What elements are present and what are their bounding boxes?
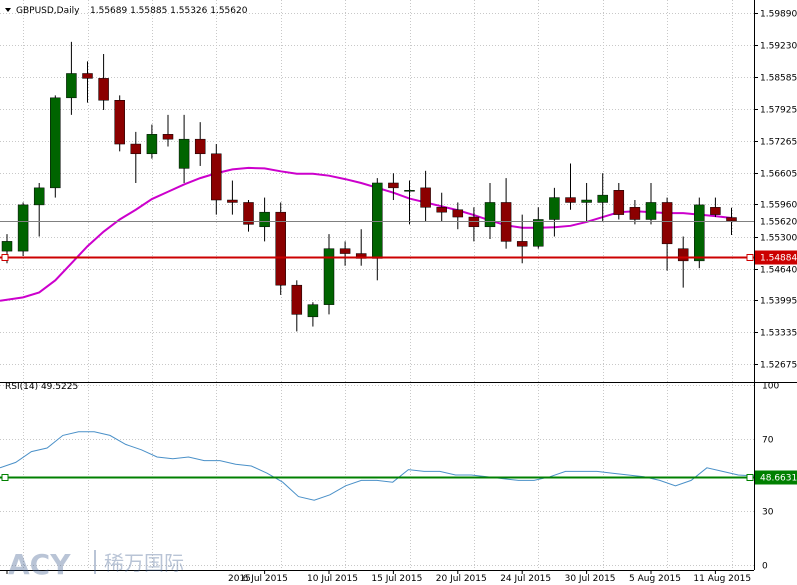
grid bbox=[0, 0, 754, 570]
rsi-level-marker bbox=[755, 470, 797, 485]
candle-body bbox=[33, 187, 45, 206]
level-price-label: 1.54884 bbox=[760, 254, 797, 264]
candle-body bbox=[50, 97, 61, 189]
candle-body bbox=[484, 202, 496, 228]
rsi-tick-label: 30 bbox=[762, 508, 774, 518]
candle-body bbox=[82, 73, 93, 79]
candle-body bbox=[307, 304, 319, 318]
symbol-label: GBPUSD,Daily bbox=[16, 6, 80, 16]
price-tick-label: 1.54640 bbox=[760, 266, 797, 276]
candle-body bbox=[194, 138, 206, 155]
time-tick-label: 10 Jul 2015 bbox=[307, 574, 358, 584]
candle-body bbox=[114, 100, 125, 145]
candle-body bbox=[565, 197, 576, 203]
price-tick-label: 1.55960 bbox=[760, 201, 797, 211]
logo-text: ACY bbox=[8, 548, 71, 581]
candle-body bbox=[613, 190, 625, 215]
candle-body bbox=[452, 209, 464, 218]
acy-logo: ACY 稀万国际 bbox=[8, 548, 184, 581]
line-handle-left bbox=[1, 254, 9, 261]
time-tick-label: 15 Jul 2015 bbox=[371, 574, 422, 584]
price-tick-label: 1.55300 bbox=[760, 234, 797, 244]
candle-body bbox=[291, 284, 303, 315]
price-tick-label: 1.56605 bbox=[760, 170, 797, 180]
time-tick-label: 2015 bbox=[228, 574, 251, 584]
candle-body bbox=[645, 202, 657, 220]
ohlc-label: 1.55689 1.55885 1.55326 1.55620 bbox=[90, 6, 248, 16]
candle-body bbox=[436, 207, 447, 213]
candle-body bbox=[323, 248, 335, 305]
moving-average-line bbox=[0, 166, 732, 302]
candle-body bbox=[677, 248, 689, 262]
candle-body bbox=[581, 199, 592, 203]
candle-body bbox=[66, 73, 77, 99]
time-tick-label: 30 Jul 2015 bbox=[565, 574, 616, 584]
rsi-line-handle-left bbox=[1, 474, 9, 481]
moving-average-layer bbox=[0, 166, 732, 302]
rsi-tick-label: 70 bbox=[762, 436, 774, 446]
candle-body bbox=[275, 211, 286, 286]
candle-body bbox=[726, 217, 737, 222]
candle-body bbox=[661, 202, 673, 245]
candle-body bbox=[516, 241, 528, 247]
time-tick-label: 5 Aug 2015 bbox=[629, 574, 681, 584]
candle-body bbox=[533, 219, 544, 247]
price-tick-label: 1.57925 bbox=[760, 106, 797, 116]
rsi-label: RSI(14) 49.5225 bbox=[5, 382, 78, 392]
horizontal-lines: 1.55620 1.54884 bbox=[0, 215, 797, 265]
current-price-marker bbox=[755, 215, 797, 228]
candle-body bbox=[710, 207, 721, 215]
candle-body bbox=[162, 134, 174, 140]
candle-body bbox=[211, 153, 222, 201]
rsi-level-label: 48.6631 bbox=[760, 474, 797, 484]
time-tick-label: 24 Jul 2015 bbox=[500, 574, 551, 584]
rsi-tick-label: 100 bbox=[762, 382, 779, 392]
candle-body bbox=[17, 204, 29, 252]
time-tick-label: 6 Jul 2015 bbox=[243, 574, 288, 584]
candle-body bbox=[420, 187, 431, 208]
price-tick-label: 1.53335 bbox=[760, 329, 797, 339]
time-tick-label: 20 Jul 2015 bbox=[436, 574, 487, 584]
candle-body bbox=[243, 202, 254, 225]
candle-body bbox=[629, 207, 641, 220]
price-tick-label: 1.52675 bbox=[760, 361, 797, 371]
level-price-marker bbox=[755, 250, 797, 265]
candle-body bbox=[549, 197, 560, 220]
dropdown-arrow-icon[interactable] bbox=[5, 8, 11, 12]
price-tick-label: 1.57265 bbox=[760, 138, 797, 148]
candle-body bbox=[98, 78, 109, 101]
candles bbox=[1, 41, 737, 332]
current-price-label: 1.55620 bbox=[760, 218, 797, 228]
candle-body bbox=[388, 182, 399, 189]
price-tick-label: 1.59230 bbox=[760, 42, 797, 52]
time-tick-label: 11 Aug 2015 bbox=[693, 574, 751, 584]
candle-body bbox=[146, 134, 158, 155]
rsi-line bbox=[0, 431, 755, 501]
candle-body bbox=[372, 182, 383, 259]
price-tick-label: 1.59890 bbox=[760, 10, 797, 20]
candle-body bbox=[339, 248, 351, 254]
candle-body bbox=[404, 190, 415, 192]
line-handle-right bbox=[746, 254, 754, 261]
candle-body bbox=[1, 241, 13, 252]
candle-body bbox=[227, 199, 238, 203]
candle-body bbox=[259, 211, 270, 228]
price-tick-label: 1.53995 bbox=[760, 297, 797, 307]
candle-body bbox=[597, 194, 608, 203]
rsi-tick-label: 0 bbox=[762, 562, 768, 572]
rsi-line-handle-right bbox=[746, 474, 754, 481]
candle-body bbox=[178, 138, 190, 169]
candle-body bbox=[694, 204, 705, 262]
candle-body bbox=[130, 143, 142, 155]
rsi-panel: 48.6631 bbox=[0, 431, 797, 501]
logo-chinese-text: 稀万国际 bbox=[104, 551, 184, 575]
price-tick-label: 1.58585 bbox=[760, 74, 797, 84]
logo-divider bbox=[94, 550, 96, 574]
